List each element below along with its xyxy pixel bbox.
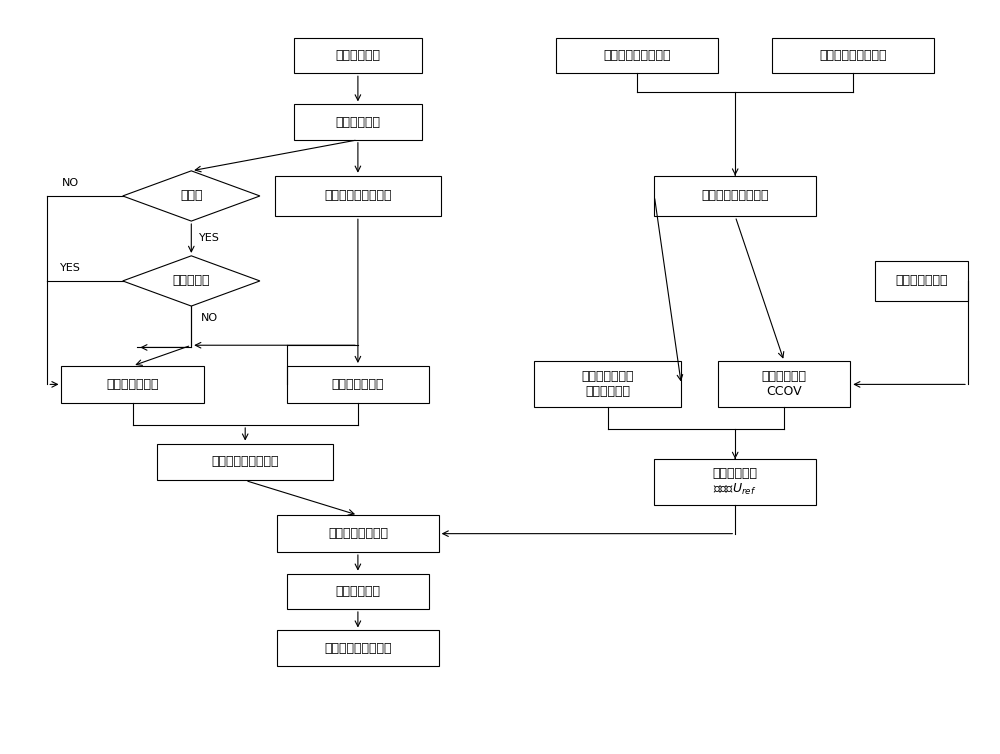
Text: 避雷器分散保护方案: 避雷器分散保护方案	[819, 49, 887, 62]
Text: 选取配合电流: 选取配合电流	[335, 585, 380, 598]
Bar	[654, 459, 816, 505]
Bar	[157, 443, 333, 480]
Bar	[718, 361, 850, 407]
Polygon shape	[123, 171, 260, 221]
Text: 最佳避雷器保护方案: 最佳避雷器保护方案	[701, 189, 769, 203]
Text: YES: YES	[199, 234, 219, 244]
Bar	[294, 38, 422, 73]
Bar	[556, 38, 718, 73]
Bar	[61, 366, 204, 403]
Text: 避雷器荷电率及
阀片型号确定: 避雷器荷电率及 阀片型号确定	[582, 370, 634, 398]
Text: 最苛刻故障工况确定: 最苛刻故障工况确定	[211, 455, 279, 468]
Bar	[287, 366, 429, 403]
Text: 雷电过电压计算: 雷电过电压计算	[106, 378, 159, 391]
Text: 避雷器集中保护方案: 避雷器集中保护方案	[603, 49, 671, 62]
Text: 故障类型确定: 故障类型确定	[335, 115, 380, 129]
Text: 根据公式计算
CCOV: 根据公式计算 CCOV	[762, 370, 807, 398]
Text: 换流阀运行电压: 换流阀运行电压	[895, 274, 948, 287]
Text: NO: NO	[200, 313, 218, 323]
Text: YES: YES	[60, 262, 81, 273]
Text: 过电压分析模型建立: 过电压分析模型建立	[324, 189, 392, 203]
Bar	[275, 176, 441, 216]
Bar	[294, 104, 422, 139]
Text: 根据公式计算
避雷器$U_{ref}$: 根据公式计算 避雷器$U_{ref}$	[713, 467, 758, 497]
Text: NO: NO	[62, 178, 79, 188]
Bar	[287, 574, 429, 609]
Text: 提取避雷器特征值: 提取避雷器特征值	[328, 527, 388, 540]
Text: 确定避雷器保护水平: 确定避雷器保护水平	[324, 642, 392, 654]
Text: 平波电抗器: 平波电抗器	[173, 274, 210, 287]
Bar	[875, 261, 968, 302]
Text: 操作过电压计算: 操作过电压计算	[332, 378, 384, 391]
Polygon shape	[123, 256, 260, 306]
Bar	[772, 38, 934, 73]
Text: 架空线: 架空线	[180, 189, 203, 203]
Bar	[277, 630, 439, 666]
Bar	[277, 515, 439, 552]
Bar	[654, 176, 816, 216]
Text: 故障区域划分: 故障区域划分	[335, 49, 380, 62]
Bar	[534, 361, 681, 407]
